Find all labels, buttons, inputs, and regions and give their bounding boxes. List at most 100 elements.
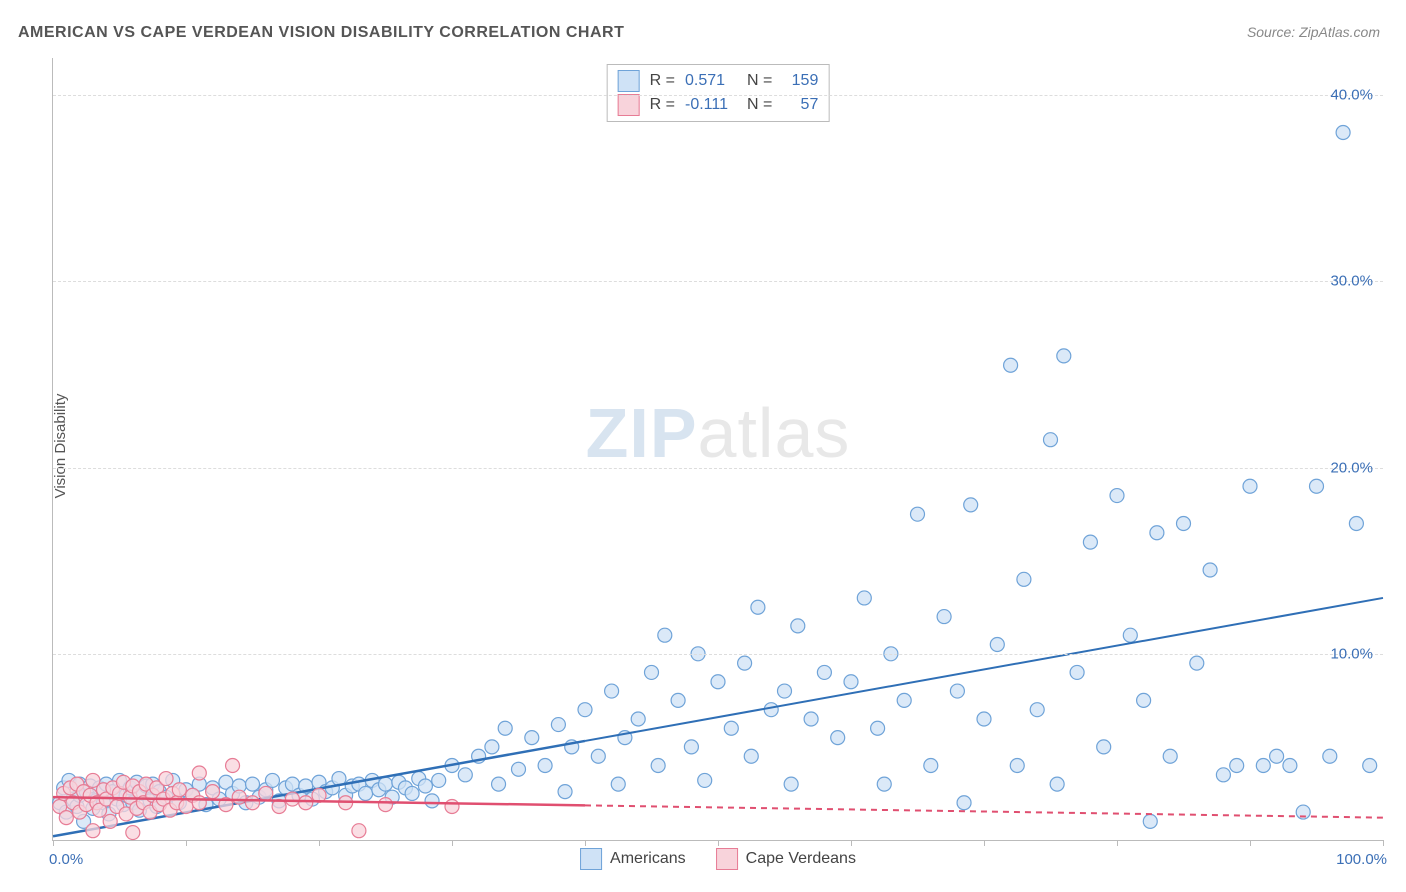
legend-item: Americans — [580, 848, 686, 870]
data-point — [405, 786, 419, 800]
data-point — [817, 665, 831, 679]
data-point — [791, 619, 805, 633]
data-point — [206, 785, 220, 799]
data-point — [1349, 516, 1363, 530]
data-point — [445, 799, 459, 813]
data-point — [558, 785, 572, 799]
x-tick — [585, 840, 586, 846]
data-point — [159, 772, 173, 786]
data-point — [265, 773, 279, 787]
data-point — [1230, 759, 1244, 773]
x-axis-end: 100.0% — [1336, 851, 1387, 868]
n-value: 57 — [782, 93, 818, 117]
data-point — [1243, 479, 1257, 493]
data-point — [738, 656, 752, 670]
data-point — [458, 768, 472, 782]
data-point — [1310, 479, 1324, 493]
x-tick — [53, 840, 54, 846]
data-point — [1057, 349, 1071, 363]
data-point — [512, 762, 526, 776]
data-point — [605, 684, 619, 698]
data-point — [831, 731, 845, 745]
data-point — [1017, 572, 1031, 586]
data-point — [911, 507, 925, 521]
data-point — [924, 759, 938, 773]
trend-line-ext — [585, 805, 1383, 817]
legend-label: Cape Verdeans — [746, 850, 856, 868]
data-point — [957, 796, 971, 810]
chart-title: AMERICAN VS CAPE VERDEAN VISION DISABILI… — [18, 24, 624, 42]
data-point — [645, 665, 659, 679]
data-point — [877, 777, 891, 791]
data-point — [1336, 125, 1350, 139]
scatter-svg — [53, 58, 1383, 840]
data-point — [425, 794, 439, 808]
data-point — [1177, 516, 1191, 530]
n-label: N = — [747, 69, 772, 93]
data-point — [86, 824, 100, 838]
data-point — [1004, 358, 1018, 372]
data-point — [844, 675, 858, 689]
data-point — [631, 712, 645, 726]
data-point — [1163, 749, 1177, 763]
data-point — [379, 777, 393, 791]
data-point — [671, 693, 685, 707]
data-point — [950, 684, 964, 698]
stats-legend: R =0.571N =159R =-0.111N =57 — [607, 64, 830, 122]
r-value: -0.111 — [685, 93, 737, 117]
data-point — [192, 796, 206, 810]
data-point — [172, 783, 186, 797]
data-point — [1110, 489, 1124, 503]
x-tick — [319, 840, 320, 846]
data-point — [977, 712, 991, 726]
legend-item: Cape Verdeans — [716, 848, 856, 870]
data-point — [59, 811, 73, 825]
data-point — [591, 749, 605, 763]
legend-swatch — [580, 848, 602, 870]
x-tick — [186, 840, 187, 846]
data-point — [1050, 777, 1064, 791]
gridline — [53, 95, 1383, 96]
chart-source: Source: ZipAtlas.com — [1247, 24, 1380, 40]
bottom-legend: Americans Cape Verdeans — [580, 848, 856, 870]
data-point — [1044, 433, 1058, 447]
data-point — [658, 628, 672, 642]
data-point — [1203, 563, 1217, 577]
y-tick-label: 10.0% — [1330, 645, 1373, 662]
data-point — [857, 591, 871, 605]
data-point — [1097, 740, 1111, 754]
data-point — [937, 610, 951, 624]
data-point — [1150, 526, 1164, 540]
x-tick — [1250, 840, 1251, 846]
legend-swatch — [716, 848, 738, 870]
data-point — [1123, 628, 1137, 642]
data-point — [1010, 759, 1024, 773]
data-point — [498, 721, 512, 735]
r-value: 0.571 — [685, 69, 737, 93]
data-point — [1143, 814, 1157, 828]
x-tick — [851, 840, 852, 846]
y-tick-label: 20.0% — [1330, 459, 1373, 476]
data-point — [232, 790, 246, 804]
data-point — [1216, 768, 1230, 782]
data-point — [1137, 693, 1151, 707]
data-point — [525, 731, 539, 745]
stats-row: R =0.571N =159 — [618, 69, 819, 93]
legend-label: Americans — [610, 850, 686, 868]
legend-swatch — [618, 94, 640, 116]
data-point — [485, 740, 499, 754]
gridline — [53, 654, 1383, 655]
data-point — [744, 749, 758, 763]
data-point — [246, 796, 260, 810]
x-axis-start: 0.0% — [49, 851, 83, 868]
data-point — [724, 721, 738, 735]
x-tick — [1117, 840, 1118, 846]
data-point — [778, 684, 792, 698]
x-tick — [718, 840, 719, 846]
data-point — [578, 703, 592, 717]
data-point — [1283, 759, 1297, 773]
data-point — [246, 777, 260, 791]
data-point — [764, 703, 778, 717]
data-point — [192, 766, 206, 780]
plot-area: ZIPatlas R =0.571N =159R =-0.111N =57 Am… — [52, 58, 1383, 841]
